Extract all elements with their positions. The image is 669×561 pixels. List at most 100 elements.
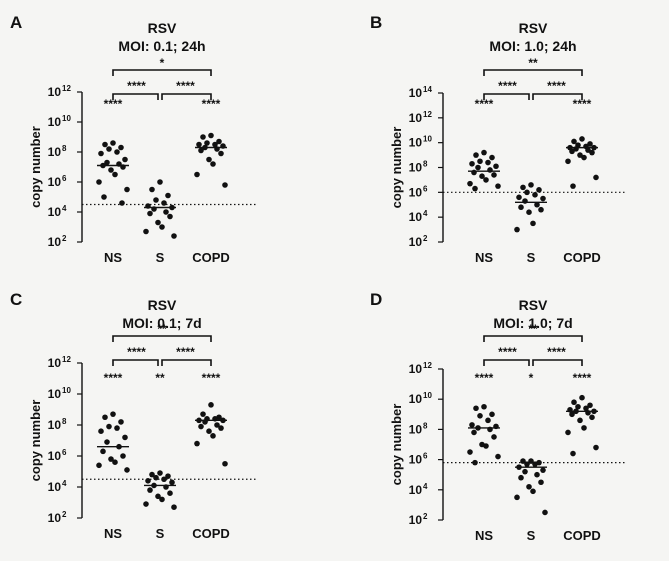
data-point bbox=[477, 413, 483, 419]
y-tick-exponent: 10 bbox=[423, 391, 432, 400]
data-point bbox=[108, 456, 114, 462]
y-axis-label: copy number bbox=[28, 126, 43, 208]
significance-stars: **** bbox=[104, 97, 123, 111]
data-point bbox=[200, 411, 206, 417]
data-point bbox=[102, 141, 108, 148]
x-category-label: COPD bbox=[192, 250, 230, 265]
x-category-label: S bbox=[156, 250, 165, 265]
data-point bbox=[587, 141, 593, 147]
y-axis-label: copy number bbox=[389, 127, 404, 209]
y-tick-label: 10 bbox=[409, 136, 423, 150]
x-category-label: COPD bbox=[563, 250, 601, 265]
data-point bbox=[161, 200, 167, 206]
data-point bbox=[569, 411, 575, 418]
data-point bbox=[165, 192, 171, 199]
data-point bbox=[122, 434, 128, 441]
data-point bbox=[589, 414, 595, 421]
data-point bbox=[577, 152, 583, 158]
data-point bbox=[524, 461, 530, 467]
data-point bbox=[570, 183, 576, 189]
data-point bbox=[532, 192, 538, 198]
data-point bbox=[118, 144, 124, 151]
y-tick-exponent: 8 bbox=[62, 417, 67, 426]
comparison-bracket bbox=[112, 93, 159, 100]
data-point bbox=[206, 156, 212, 163]
data-point bbox=[208, 402, 214, 408]
significance-stars: **** bbox=[104, 371, 123, 385]
significance-stars: **** bbox=[475, 97, 494, 111]
comparison-stars: **** bbox=[498, 79, 517, 93]
data-point bbox=[122, 156, 128, 163]
data-point bbox=[218, 150, 224, 157]
y-tick-label: 10 bbox=[409, 422, 423, 436]
y-tick-exponent: 4 bbox=[423, 482, 428, 491]
x-category-label: S bbox=[527, 250, 536, 265]
data-point bbox=[526, 209, 532, 215]
data-point bbox=[159, 496, 165, 503]
significance-stars: **** bbox=[202, 371, 221, 385]
data-point bbox=[542, 509, 548, 516]
data-point bbox=[538, 479, 544, 486]
data-point bbox=[108, 167, 114, 173]
data-point bbox=[101, 194, 107, 200]
data-point bbox=[579, 394, 585, 401]
data-point bbox=[530, 220, 536, 227]
y-tick-exponent: 10 bbox=[423, 135, 432, 144]
data-point bbox=[163, 209, 169, 215]
significance-stars: * bbox=[529, 371, 534, 385]
y-axis-label: copy number bbox=[28, 400, 43, 482]
data-point bbox=[479, 173, 485, 179]
x-category-label: S bbox=[156, 526, 165, 541]
y-tick-label: 10 bbox=[409, 185, 423, 199]
y-tick-exponent: 12 bbox=[423, 110, 432, 119]
x-category-label: NS bbox=[475, 250, 493, 265]
data-point bbox=[471, 169, 477, 176]
data-point bbox=[222, 182, 228, 188]
y-tick-exponent: 6 bbox=[62, 174, 67, 183]
comparison-bracket bbox=[532, 359, 583, 366]
data-point bbox=[118, 419, 124, 425]
data-point bbox=[579, 136, 585, 142]
data-point bbox=[143, 501, 149, 507]
y-tick-label: 10 bbox=[409, 392, 423, 406]
data-point bbox=[593, 444, 599, 451]
data-point bbox=[112, 459, 118, 466]
y-tick-label: 10 bbox=[48, 115, 62, 129]
y-tick-label: 10 bbox=[409, 86, 423, 100]
data-point bbox=[477, 158, 483, 165]
data-point bbox=[218, 425, 224, 431]
data-point bbox=[159, 224, 165, 230]
data-point bbox=[514, 226, 520, 233]
significance-stars: **** bbox=[202, 97, 221, 111]
data-point bbox=[522, 468, 528, 475]
y-tick-label: 10 bbox=[409, 111, 423, 125]
data-point bbox=[524, 189, 530, 196]
y-tick-exponent: 8 bbox=[423, 421, 428, 430]
data-point bbox=[532, 461, 538, 467]
data-point bbox=[569, 148, 575, 155]
data-point bbox=[106, 146, 112, 152]
comparison-stars: **** bbox=[176, 79, 195, 93]
significance-stars: ** bbox=[155, 371, 165, 385]
significance-stars: **** bbox=[573, 97, 592, 111]
data-point bbox=[581, 154, 587, 161]
data-point bbox=[518, 474, 524, 481]
data-point bbox=[483, 177, 489, 183]
data-point bbox=[106, 423, 112, 430]
data-point bbox=[489, 154, 495, 161]
data-point bbox=[149, 186, 155, 193]
data-point bbox=[471, 429, 477, 436]
data-point bbox=[587, 402, 593, 409]
comparison-bracket bbox=[532, 93, 583, 100]
data-point bbox=[571, 399, 577, 406]
data-point bbox=[469, 422, 475, 428]
y-tick-label: 10 bbox=[409, 453, 423, 467]
data-point bbox=[473, 405, 479, 412]
data-point bbox=[571, 138, 577, 145]
y-tick-exponent: 12 bbox=[62, 355, 71, 364]
data-point bbox=[491, 434, 497, 440]
data-point bbox=[526, 483, 532, 490]
y-tick-exponent: 2 bbox=[62, 234, 67, 243]
